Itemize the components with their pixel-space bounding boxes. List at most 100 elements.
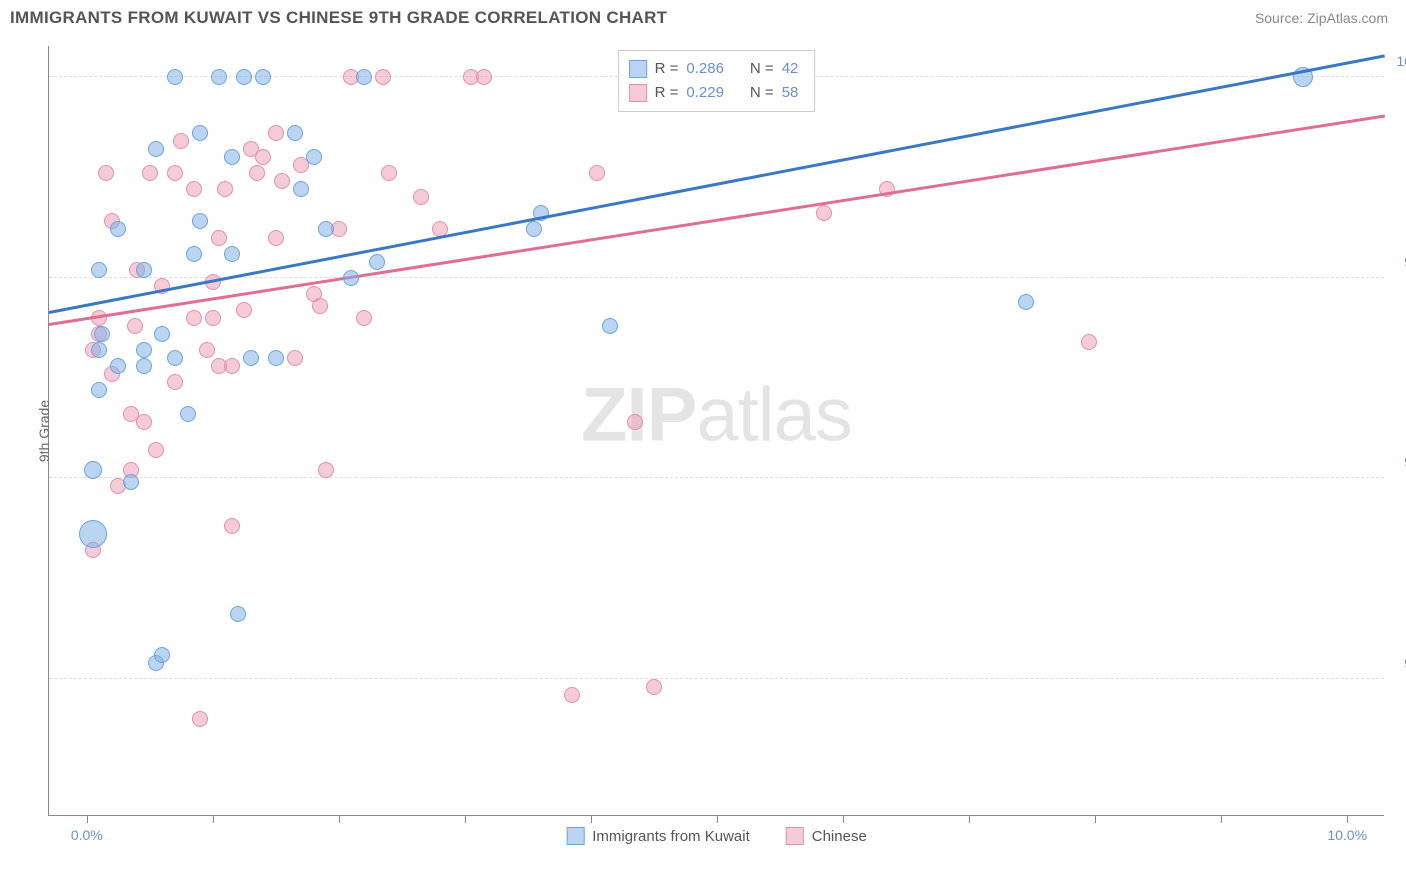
legend-swatch-kuwait bbox=[566, 827, 584, 845]
data-point-kuwait bbox=[167, 69, 183, 85]
stats-legend-row-kuwait: R =0.286N =42 bbox=[629, 57, 799, 81]
data-point-chinese bbox=[627, 414, 643, 430]
x-tick bbox=[591, 815, 592, 823]
n-value: 58 bbox=[782, 81, 799, 105]
data-point-kuwait bbox=[255, 69, 271, 85]
data-point-chinese bbox=[148, 442, 164, 458]
data-point-kuwait bbox=[318, 221, 334, 237]
x-tick bbox=[1221, 815, 1222, 823]
source-label: Source: bbox=[1255, 10, 1307, 26]
x-tick-label: 10.0% bbox=[1327, 827, 1367, 843]
data-point-chinese bbox=[646, 679, 662, 695]
source-name: ZipAtlas.com bbox=[1307, 10, 1388, 26]
series-label: Immigrants from Kuwait bbox=[592, 828, 750, 845]
legend-swatch-chinese bbox=[786, 827, 804, 845]
data-point-kuwait bbox=[110, 221, 126, 237]
data-point-chinese bbox=[375, 69, 391, 85]
data-point-chinese bbox=[564, 687, 580, 703]
data-point-chinese bbox=[224, 358, 240, 374]
gridline-h bbox=[49, 678, 1384, 679]
data-point-kuwait bbox=[306, 149, 322, 165]
watermark-atlas: atlas bbox=[696, 373, 852, 458]
x-tick bbox=[1095, 815, 1096, 823]
x-tick-label: 0.0% bbox=[71, 827, 103, 843]
data-point-kuwait bbox=[1018, 294, 1034, 310]
correlation-scatter-chart: ZIPatlas 9th Grade 92.5%95.0%97.5%100.0%… bbox=[48, 46, 1384, 816]
data-point-chinese bbox=[224, 518, 240, 534]
data-point-kuwait bbox=[211, 69, 227, 85]
y-tick-label: 95.0% bbox=[1390, 454, 1406, 470]
data-point-chinese bbox=[167, 374, 183, 390]
data-point-chinese bbox=[268, 230, 284, 246]
data-point-kuwait bbox=[356, 69, 372, 85]
x-tick bbox=[1347, 815, 1348, 823]
series-label: Chinese bbox=[812, 828, 867, 845]
x-tick bbox=[843, 815, 844, 823]
y-tick-label: 92.5% bbox=[1390, 655, 1406, 671]
y-tick-label: 97.5% bbox=[1390, 254, 1406, 270]
data-point-chinese bbox=[192, 711, 208, 727]
data-point-chinese bbox=[136, 414, 152, 430]
data-point-kuwait bbox=[148, 141, 164, 157]
chart-header: IMMIGRANTS FROM KUWAIT VS CHINESE 9TH GR… bbox=[0, 0, 1406, 38]
data-point-chinese bbox=[211, 230, 227, 246]
data-point-chinese bbox=[274, 173, 290, 189]
data-point-kuwait bbox=[154, 326, 170, 342]
source-attribution: Source: ZipAtlas.com bbox=[1255, 10, 1388, 26]
data-point-kuwait bbox=[192, 213, 208, 229]
data-point-kuwait bbox=[343, 270, 359, 286]
data-point-kuwait bbox=[230, 606, 246, 622]
data-point-kuwait bbox=[268, 350, 284, 366]
x-tick bbox=[87, 815, 88, 823]
data-point-chinese bbox=[236, 302, 252, 318]
data-point-chinese bbox=[127, 318, 143, 334]
data-point-kuwait bbox=[84, 461, 102, 479]
data-point-chinese bbox=[186, 310, 202, 326]
r-value: 0.229 bbox=[686, 81, 724, 105]
x-tick bbox=[339, 815, 340, 823]
data-point-kuwait bbox=[94, 326, 110, 342]
data-point-kuwait bbox=[91, 262, 107, 278]
legend-swatch-kuwait bbox=[629, 60, 647, 78]
data-point-chinese bbox=[356, 310, 372, 326]
series-legend-item-chinese: Chinese bbox=[786, 827, 867, 845]
y-axis-title: 9th Grade bbox=[36, 399, 52, 461]
data-point-kuwait bbox=[136, 342, 152, 358]
data-point-chinese bbox=[205, 310, 221, 326]
data-point-kuwait bbox=[91, 342, 107, 358]
series-legend: Immigrants from Kuwait Chinese bbox=[566, 827, 867, 845]
data-point-kuwait bbox=[136, 262, 152, 278]
legend-swatch-chinese bbox=[629, 84, 647, 102]
y-tick-label: 100.0% bbox=[1390, 53, 1406, 69]
data-point-chinese bbox=[199, 342, 215, 358]
data-point-kuwait bbox=[293, 181, 309, 197]
data-point-kuwait bbox=[369, 254, 385, 270]
data-point-chinese bbox=[249, 165, 265, 181]
data-point-chinese bbox=[268, 125, 284, 141]
data-point-chinese bbox=[98, 165, 114, 181]
data-point-kuwait bbox=[110, 358, 126, 374]
r-value: 0.286 bbox=[686, 57, 724, 81]
data-point-kuwait bbox=[91, 382, 107, 398]
data-point-kuwait bbox=[186, 246, 202, 262]
data-point-chinese bbox=[167, 165, 183, 181]
x-tick bbox=[465, 815, 466, 823]
data-point-chinese bbox=[186, 181, 202, 197]
data-point-kuwait bbox=[79, 520, 107, 548]
data-point-chinese bbox=[1081, 334, 1097, 350]
gridline-h bbox=[49, 277, 1384, 278]
data-point-kuwait bbox=[224, 246, 240, 262]
data-point-kuwait bbox=[287, 125, 303, 141]
data-point-chinese bbox=[318, 462, 334, 478]
data-point-chinese bbox=[173, 133, 189, 149]
data-point-chinese bbox=[312, 298, 328, 314]
r-label: R = bbox=[655, 57, 679, 81]
data-point-kuwait bbox=[154, 647, 170, 663]
data-point-kuwait bbox=[236, 69, 252, 85]
data-point-kuwait bbox=[526, 221, 542, 237]
data-point-chinese bbox=[413, 189, 429, 205]
data-point-kuwait bbox=[167, 350, 183, 366]
n-label: N = bbox=[750, 57, 774, 81]
data-point-kuwait bbox=[602, 318, 618, 334]
gridline-h bbox=[49, 477, 1384, 478]
